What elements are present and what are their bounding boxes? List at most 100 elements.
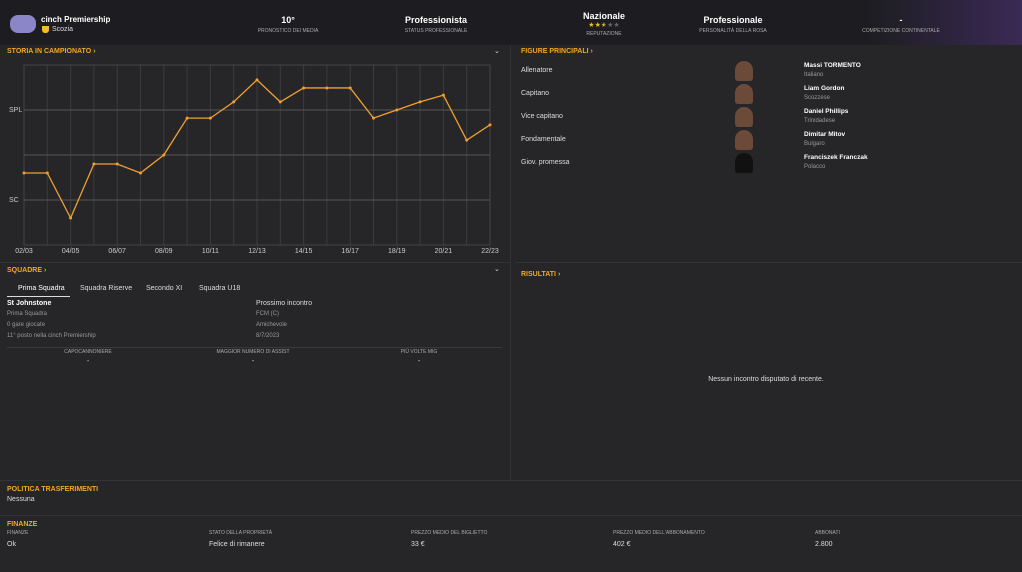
point (69, 216, 73, 220)
point (302, 86, 306, 90)
x-tick-label: 12/13 (248, 248, 266, 255)
reputation-stars: ★★★★★ (588, 22, 620, 29)
header-bar (0, 0, 1022, 45)
nationality: Trinidadese (804, 118, 836, 124)
competition-name[interactable]: cinch Premiership (41, 15, 111, 24)
point (465, 138, 469, 142)
portrait (735, 107, 753, 127)
header-stat-label: PRONOSTICO DEI MEDIA (257, 28, 319, 34)
nationality: Italiano (804, 72, 824, 78)
section-title[interactable]: STORIA IN CAMPIONATO (7, 48, 95, 55)
team-info: 0 gare giocate (7, 322, 46, 328)
point (208, 116, 212, 120)
x-tick-label: 10/11 (202, 248, 219, 255)
person-name[interactable]: Liam Gordon (804, 85, 845, 92)
stat-label: CAPOCANNONIERE (64, 349, 112, 355)
finance-value: 2.800 (815, 541, 833, 548)
point (488, 123, 492, 127)
point (115, 162, 119, 166)
next-match-info: FCM (C) (256, 311, 279, 317)
section-title: POLITICA TRASFERIMENTI (7, 486, 99, 493)
portrait (735, 84, 753, 104)
next-match-info: 8/7/2023 (256, 333, 280, 339)
header-stat-value: 10° (281, 15, 295, 25)
empty-message: Nessun incontro disputato di recente. (708, 376, 824, 383)
point (325, 86, 329, 90)
role: Vice capitano (521, 113, 563, 120)
role: Allenatore (521, 67, 553, 74)
finance-label: PREZZO MEDIO DEL BIGLIETTO (411, 530, 488, 536)
point (255, 78, 259, 82)
x-tick-label: 06/07 (108, 248, 126, 255)
finance-value: Ok (7, 541, 16, 548)
divider (0, 262, 510, 263)
chart: SPL SC 02/03 04/05 06/07 08/09 10/11 12/13 14/15… (9, 64, 499, 255)
x-tick-label: 02/03 (15, 248, 33, 255)
nationality: Scozzese (804, 95, 831, 101)
x-tick-label: 16/17 (341, 248, 359, 255)
point (22, 171, 26, 175)
finance-label: ABBONATI (815, 530, 840, 536)
section-title[interactable]: SQUADRE (7, 267, 46, 274)
finance-value: 33 € (411, 541, 425, 548)
point (139, 171, 142, 175)
point (372, 116, 375, 120)
header-stat-value: Professionista (404, 15, 468, 25)
divider (7, 347, 502, 348)
section-title[interactable]: RISULTATI (521, 271, 560, 278)
left-panel (0, 45, 511, 480)
next-match-title: Prossimo incontro (256, 300, 313, 307)
x-tick-label: 14/15 (295, 248, 313, 255)
tab[interactable]: Squadra Riserve (80, 285, 133, 292)
tab[interactable]: Secondo XI (146, 285, 183, 292)
header-stat-value: - (899, 15, 903, 25)
divider (0, 480, 1022, 481)
person-name[interactable]: Daniel Phillips (804, 108, 849, 115)
y-tick-label: SPL (9, 107, 22, 114)
league-logo (10, 15, 36, 33)
point (278, 100, 282, 104)
stat-value: - (417, 358, 421, 365)
tab-underline (7, 296, 70, 297)
portrait (735, 130, 753, 150)
tab[interactable]: Squadra U18 (199, 285, 241, 292)
x-tick-label: 18/19 (388, 248, 406, 255)
role: Giov. promessa (521, 159, 570, 166)
divider (0, 515, 1022, 516)
tab[interactable]: Prima Squadra (18, 285, 65, 292)
team-name[interactable]: St Johnstone (7, 300, 52, 307)
person-name[interactable]: Massi TORMENTO (804, 62, 861, 69)
collapse-icon[interactable]: ⌄ (494, 266, 500, 273)
person-name[interactable]: Franciszek Franczak (804, 154, 868, 161)
stat-label: MAGGIOR NUMERO DI ASSIST (216, 349, 290, 355)
nation-flag (42, 26, 49, 33)
point (185, 116, 189, 120)
person-name[interactable]: Dimitar Mitov (804, 131, 846, 138)
header-stat-value: Nazionale (582, 11, 626, 21)
x-tick-label: 04/05 (62, 248, 80, 255)
header-stat-label: STATUS PROFESSIONALE (404, 28, 468, 34)
header-stat-label: COMPETIZIONE CONTINENTALE (862, 28, 940, 34)
team-info: 11° posto nella cinch Premiership (7, 333, 96, 339)
nationality: Polacco (804, 164, 826, 170)
x-tick-label: 22/23 (481, 248, 499, 255)
stat-value: - (86, 358, 90, 365)
portrait (735, 153, 753, 173)
finance-label: PREZZO MEDIO DELL'ABBONAMENTO (613, 530, 705, 536)
team-info: Prima Squadra (7, 311, 48, 317)
portrait (735, 61, 753, 81)
collapse-icon[interactable]: ⌄ (494, 48, 500, 55)
point (92, 162, 96, 166)
transfer-policy: Nessuna (7, 496, 35, 503)
nation-name: Scozia (52, 26, 74, 33)
x-tick-label: 08/09 (155, 248, 173, 255)
y-tick-label: SC (9, 197, 19, 204)
x-tick-label: 20/21 (435, 248, 453, 255)
finance-value: 402 € (613, 541, 631, 548)
finance-label: STATO DELLA PROPRIETÀ (209, 530, 273, 536)
finance-label: FINANZE (7, 530, 29, 536)
role: Fondamentale (521, 136, 566, 143)
section-title[interactable]: FIGURE PRINCIPALI (521, 48, 593, 55)
header-stat-label: PERSONALITÀ DELLA ROSA (699, 28, 767, 34)
